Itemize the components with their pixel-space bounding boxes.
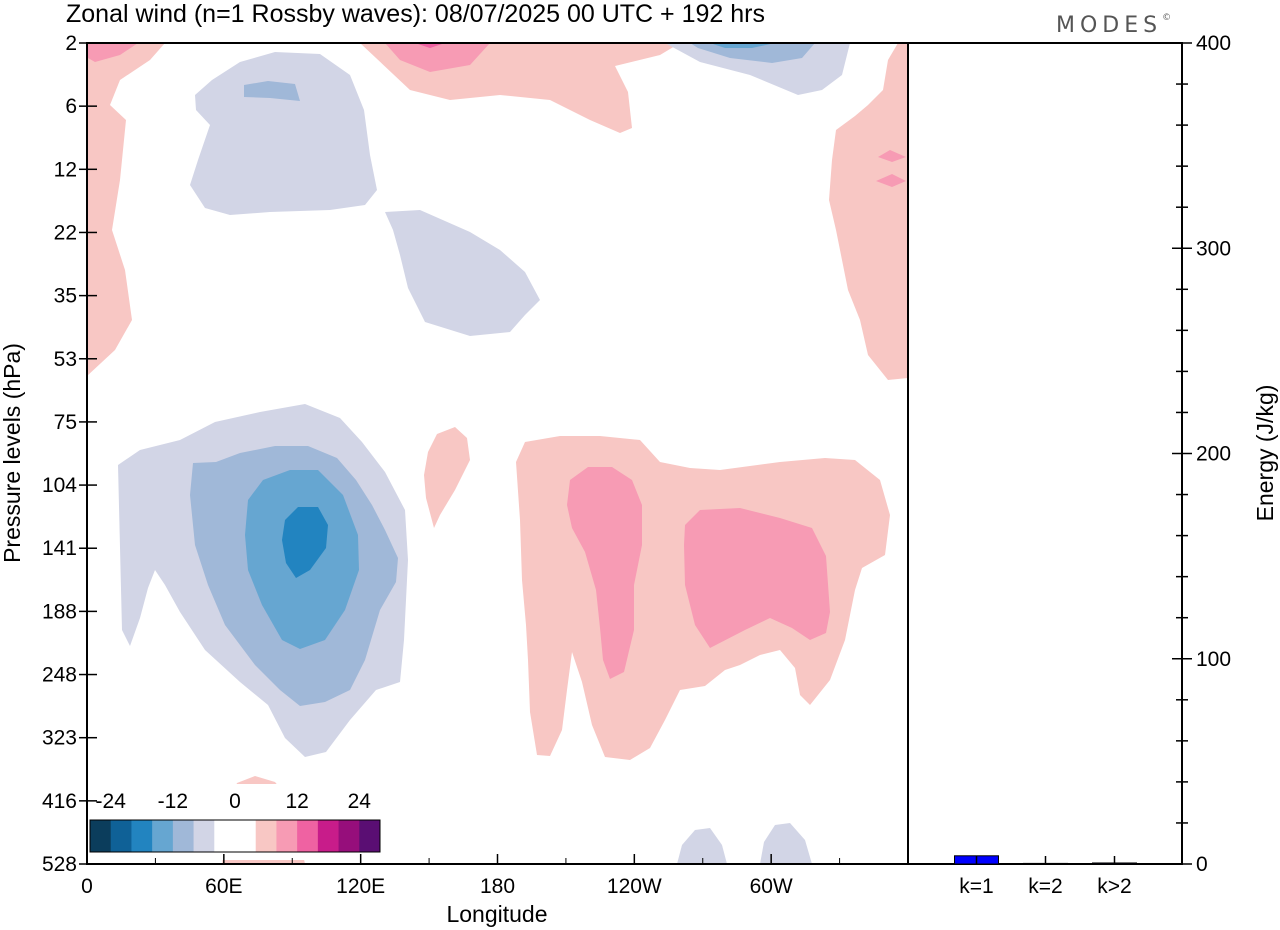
colorbar-swatch	[235, 820, 257, 852]
positive-contour	[385, 43, 490, 72]
negative-contour	[677, 828, 727, 864]
colorbar-swatch	[255, 820, 277, 852]
y-tick-label: 104	[42, 474, 77, 497]
negative-contour	[282, 507, 328, 578]
colorbar-swatch	[152, 820, 174, 852]
colorbar-label: -24	[96, 790, 127, 813]
colorbar-swatch	[131, 820, 153, 852]
negative-contour	[190, 52, 377, 215]
colorbar-swatch	[110, 820, 132, 852]
energy-tick-label: 400	[1196, 32, 1231, 55]
energy-category-label: k=2	[1028, 875, 1062, 898]
brand-name: MODES	[1056, 13, 1162, 38]
y-tick-label: 141	[42, 537, 77, 560]
y-axis-title: Pressure levels (hPa)	[0, 343, 25, 563]
energy-tick-label: 100	[1196, 648, 1231, 671]
energy-category-label: k>2	[1097, 875, 1131, 898]
colorbar-swatch	[359, 820, 381, 852]
energy-tick-label: 300	[1196, 237, 1231, 260]
negative-contour	[665, 43, 850, 95]
negative-contour	[690, 43, 815, 63]
x-tick-label: 120W	[607, 875, 662, 898]
x-tick-label: 120E	[336, 875, 385, 898]
x-tick-label: 0	[81, 875, 93, 898]
colorbar-swatch	[193, 820, 215, 852]
y-tick-label: 75	[54, 411, 77, 434]
energy-tick-label: 200	[1196, 443, 1231, 466]
positive-contour	[876, 150, 906, 187]
y-tick-label: 188	[42, 600, 77, 623]
colorbar-swatch	[172, 820, 195, 852]
colorbar-swatch	[317, 820, 340, 852]
colorbar-label: 0	[229, 790, 241, 813]
positive-contour	[424, 427, 470, 528]
energy-tick-label: 0	[1196, 853, 1208, 876]
y-tick-label: 2	[65, 32, 77, 55]
colorbar-swatch	[297, 820, 319, 852]
energy-axis-title: Energy (J/kg)	[1252, 385, 1278, 522]
brand-logo: MODES©	[1056, 13, 1171, 38]
negative-contour	[385, 210, 540, 336]
positive-contour	[829, 43, 908, 380]
colorbar-swatch	[276, 820, 298, 852]
y-tick-label: 6	[65, 95, 77, 118]
y-tick-label: 248	[42, 664, 77, 687]
negative-contour	[244, 81, 300, 101]
negative-contour	[760, 823, 812, 864]
chart-title: Zonal wind (n=1 Rossby waves): 08/07/202…	[66, 0, 765, 28]
colorbar-swatch	[214, 820, 236, 852]
energy-plot-frame	[907, 42, 1183, 865]
colorbar-swatch	[338, 820, 360, 852]
y-tick-label: 12	[54, 158, 77, 181]
colorbar-label: 24	[348, 790, 372, 813]
colorbar-swatch	[90, 820, 112, 852]
positive-contour	[415, 43, 445, 48]
colorbar-label: -12	[158, 790, 188, 813]
positive-contour	[87, 43, 165, 376]
energy-category-label: k=1	[959, 875, 993, 898]
positive-contour	[567, 467, 642, 679]
positive-contour	[88, 43, 138, 62]
y-tick-label: 53	[54, 348, 77, 371]
brand-mark: ©	[1162, 13, 1171, 23]
positive-contour	[684, 508, 830, 648]
negative-contour	[710, 43, 775, 48]
y-tick-label: 416	[42, 790, 77, 813]
x-tick-label: 60W	[750, 875, 793, 898]
y-tick-label: 528	[42, 853, 77, 876]
y-tick-label: 22	[54, 221, 77, 244]
contour-plot-area	[87, 43, 908, 864]
colorbar: -24 -12 0 12 24	[86, 784, 384, 860]
colorbar-label: 12	[285, 790, 308, 813]
x-tick-label: 60E	[205, 875, 242, 898]
x-axis-title: Longitude	[446, 901, 547, 927]
y-tick-label: 35	[54, 285, 77, 308]
y-tick-label: 323	[42, 727, 77, 750]
x-tick-label: 180	[480, 875, 515, 898]
